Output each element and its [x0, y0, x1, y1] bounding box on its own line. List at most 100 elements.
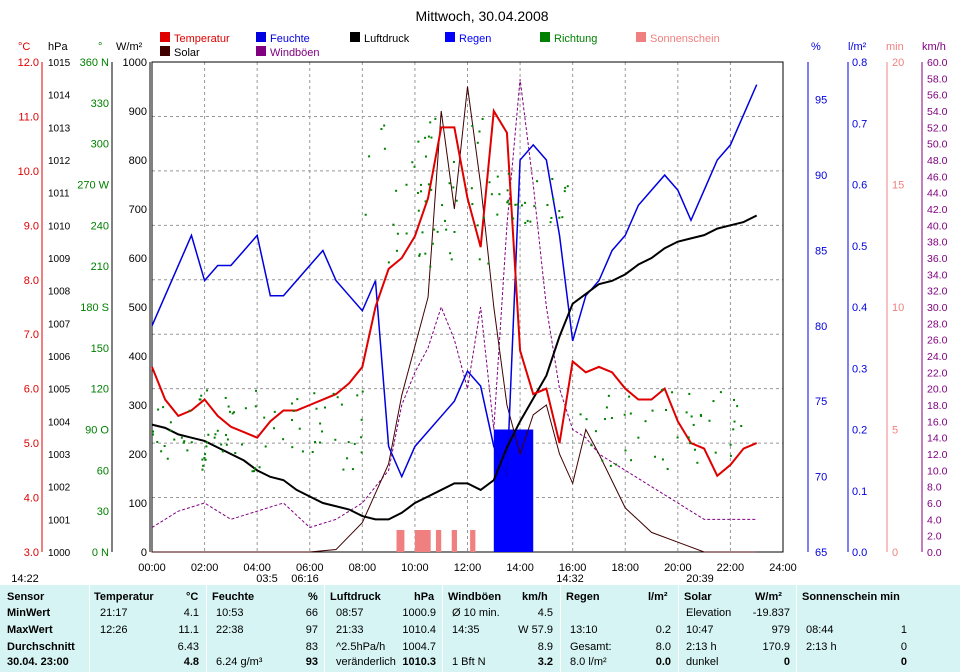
direction-point [478, 258, 481, 261]
rain-tick: 0.4 [852, 302, 867, 314]
direction-point [160, 450, 163, 453]
wind-tick: 34.0 [927, 269, 948, 281]
direction-point [315, 407, 318, 410]
direction-point [508, 202, 511, 205]
direction-point [692, 423, 695, 426]
direction-point [360, 451, 363, 454]
header-wind-unit: km/h [522, 591, 548, 603]
direction-point [225, 443, 228, 446]
time-tick: 12:00 [454, 562, 482, 574]
humidity-tick: 75 [815, 396, 827, 408]
marker-label: 14:22 [11, 573, 39, 585]
rain-tick: 0.3 [852, 363, 867, 375]
direction-point [395, 189, 398, 192]
solar-tick: 200 [129, 449, 147, 461]
direction-point [347, 441, 350, 444]
direction-point [420, 190, 423, 193]
time-tick: 18:00 [611, 562, 639, 574]
header-pressure-unit: hPa [414, 591, 435, 603]
direction-point [413, 165, 416, 168]
direction-point [204, 458, 207, 461]
wind-tick: 40.0 [927, 220, 948, 232]
temp-time: 12:26 [100, 624, 128, 636]
direction-point [340, 403, 343, 406]
wind-tick: 42.0 [927, 204, 948, 216]
direction-point [282, 438, 285, 441]
direction-point [610, 417, 613, 420]
direction-point [336, 396, 339, 399]
direction-point [206, 389, 209, 392]
direction-point [292, 409, 295, 412]
legend-label: Richtung [554, 33, 597, 45]
rain-tick: 0.1 [852, 486, 867, 498]
direction-point [213, 436, 216, 439]
humidity-series [151, 84, 758, 479]
legend-label: Solar [174, 47, 200, 59]
wind-tick: 54.0 [927, 106, 948, 118]
direction-point [202, 464, 205, 467]
legend-label: Regen [459, 33, 491, 45]
solar-label: Elevation [686, 607, 732, 619]
humidity-value: 66 [305, 607, 318, 619]
direction-point [433, 228, 436, 231]
temp-tick: 8.0 [24, 275, 39, 287]
direction-point [452, 186, 455, 189]
sun-value: 1 [900, 624, 907, 636]
direction-point [244, 407, 247, 410]
direction-point [291, 446, 294, 449]
header-pressure: Luftdruck [330, 591, 381, 603]
direction-tick: 120 [91, 384, 109, 396]
direction-point [234, 452, 237, 455]
time-tick: 00:00 [138, 562, 166, 574]
pressure-time: 21:33 [336, 624, 364, 636]
direction-point [733, 420, 736, 423]
direction-point [152, 433, 155, 436]
time-tick: 22:00 [717, 562, 745, 574]
direction-point [609, 464, 612, 467]
pressure-value: 1010.3 [402, 656, 436, 668]
row-label: MinWert [7, 607, 51, 619]
legend-label: Luftdruck [364, 33, 410, 45]
pressure-tick: 1006 [48, 352, 71, 363]
direction-point [417, 191, 420, 194]
direction-point [629, 412, 632, 415]
direction-point [478, 130, 481, 133]
solar-tick: 0 [141, 547, 147, 559]
legend-swatch [256, 32, 266, 42]
direction-point [411, 161, 414, 164]
direction-point [590, 444, 593, 447]
legend-swatch [160, 32, 170, 42]
sun-tick: 5 [892, 425, 898, 437]
direction-point [258, 466, 261, 469]
direction-point [605, 406, 608, 409]
pressure-tick: 1004 [48, 417, 71, 428]
direction-point [579, 413, 582, 416]
direction-point [740, 425, 743, 428]
col-divider [678, 585, 679, 672]
wind-value: 3.2 [537, 656, 553, 668]
time-tick: 20:00 [664, 562, 692, 574]
direction-point [162, 406, 165, 409]
time-tick: 14:00 [506, 562, 534, 574]
rain-label: 13:10 [570, 624, 598, 636]
rain-tick: 0.0 [852, 547, 867, 559]
direction-point [204, 453, 207, 456]
direction-point [431, 242, 434, 245]
direction-tick: 0 N [92, 547, 109, 559]
wind-label: Ø 10 min. [452, 607, 500, 619]
direction-point [436, 230, 439, 233]
humidity-time: 6.24 g/m³ [216, 656, 263, 668]
solar-tick: 400 [129, 351, 147, 363]
time-tick: 08:00 [349, 562, 377, 574]
pressure-tick: 1003 [48, 450, 71, 461]
wind-tick: 26.0 [927, 335, 948, 347]
direction-point [332, 392, 335, 395]
direction-point [564, 186, 567, 189]
direction-point [360, 436, 363, 439]
direction-point [188, 409, 191, 412]
wind-tick: 18.0 [927, 400, 948, 412]
wind-value: W 57.9 [518, 624, 553, 636]
direction-point [342, 468, 345, 471]
direction-point [421, 231, 424, 234]
sun-tick: 20 [892, 57, 904, 69]
